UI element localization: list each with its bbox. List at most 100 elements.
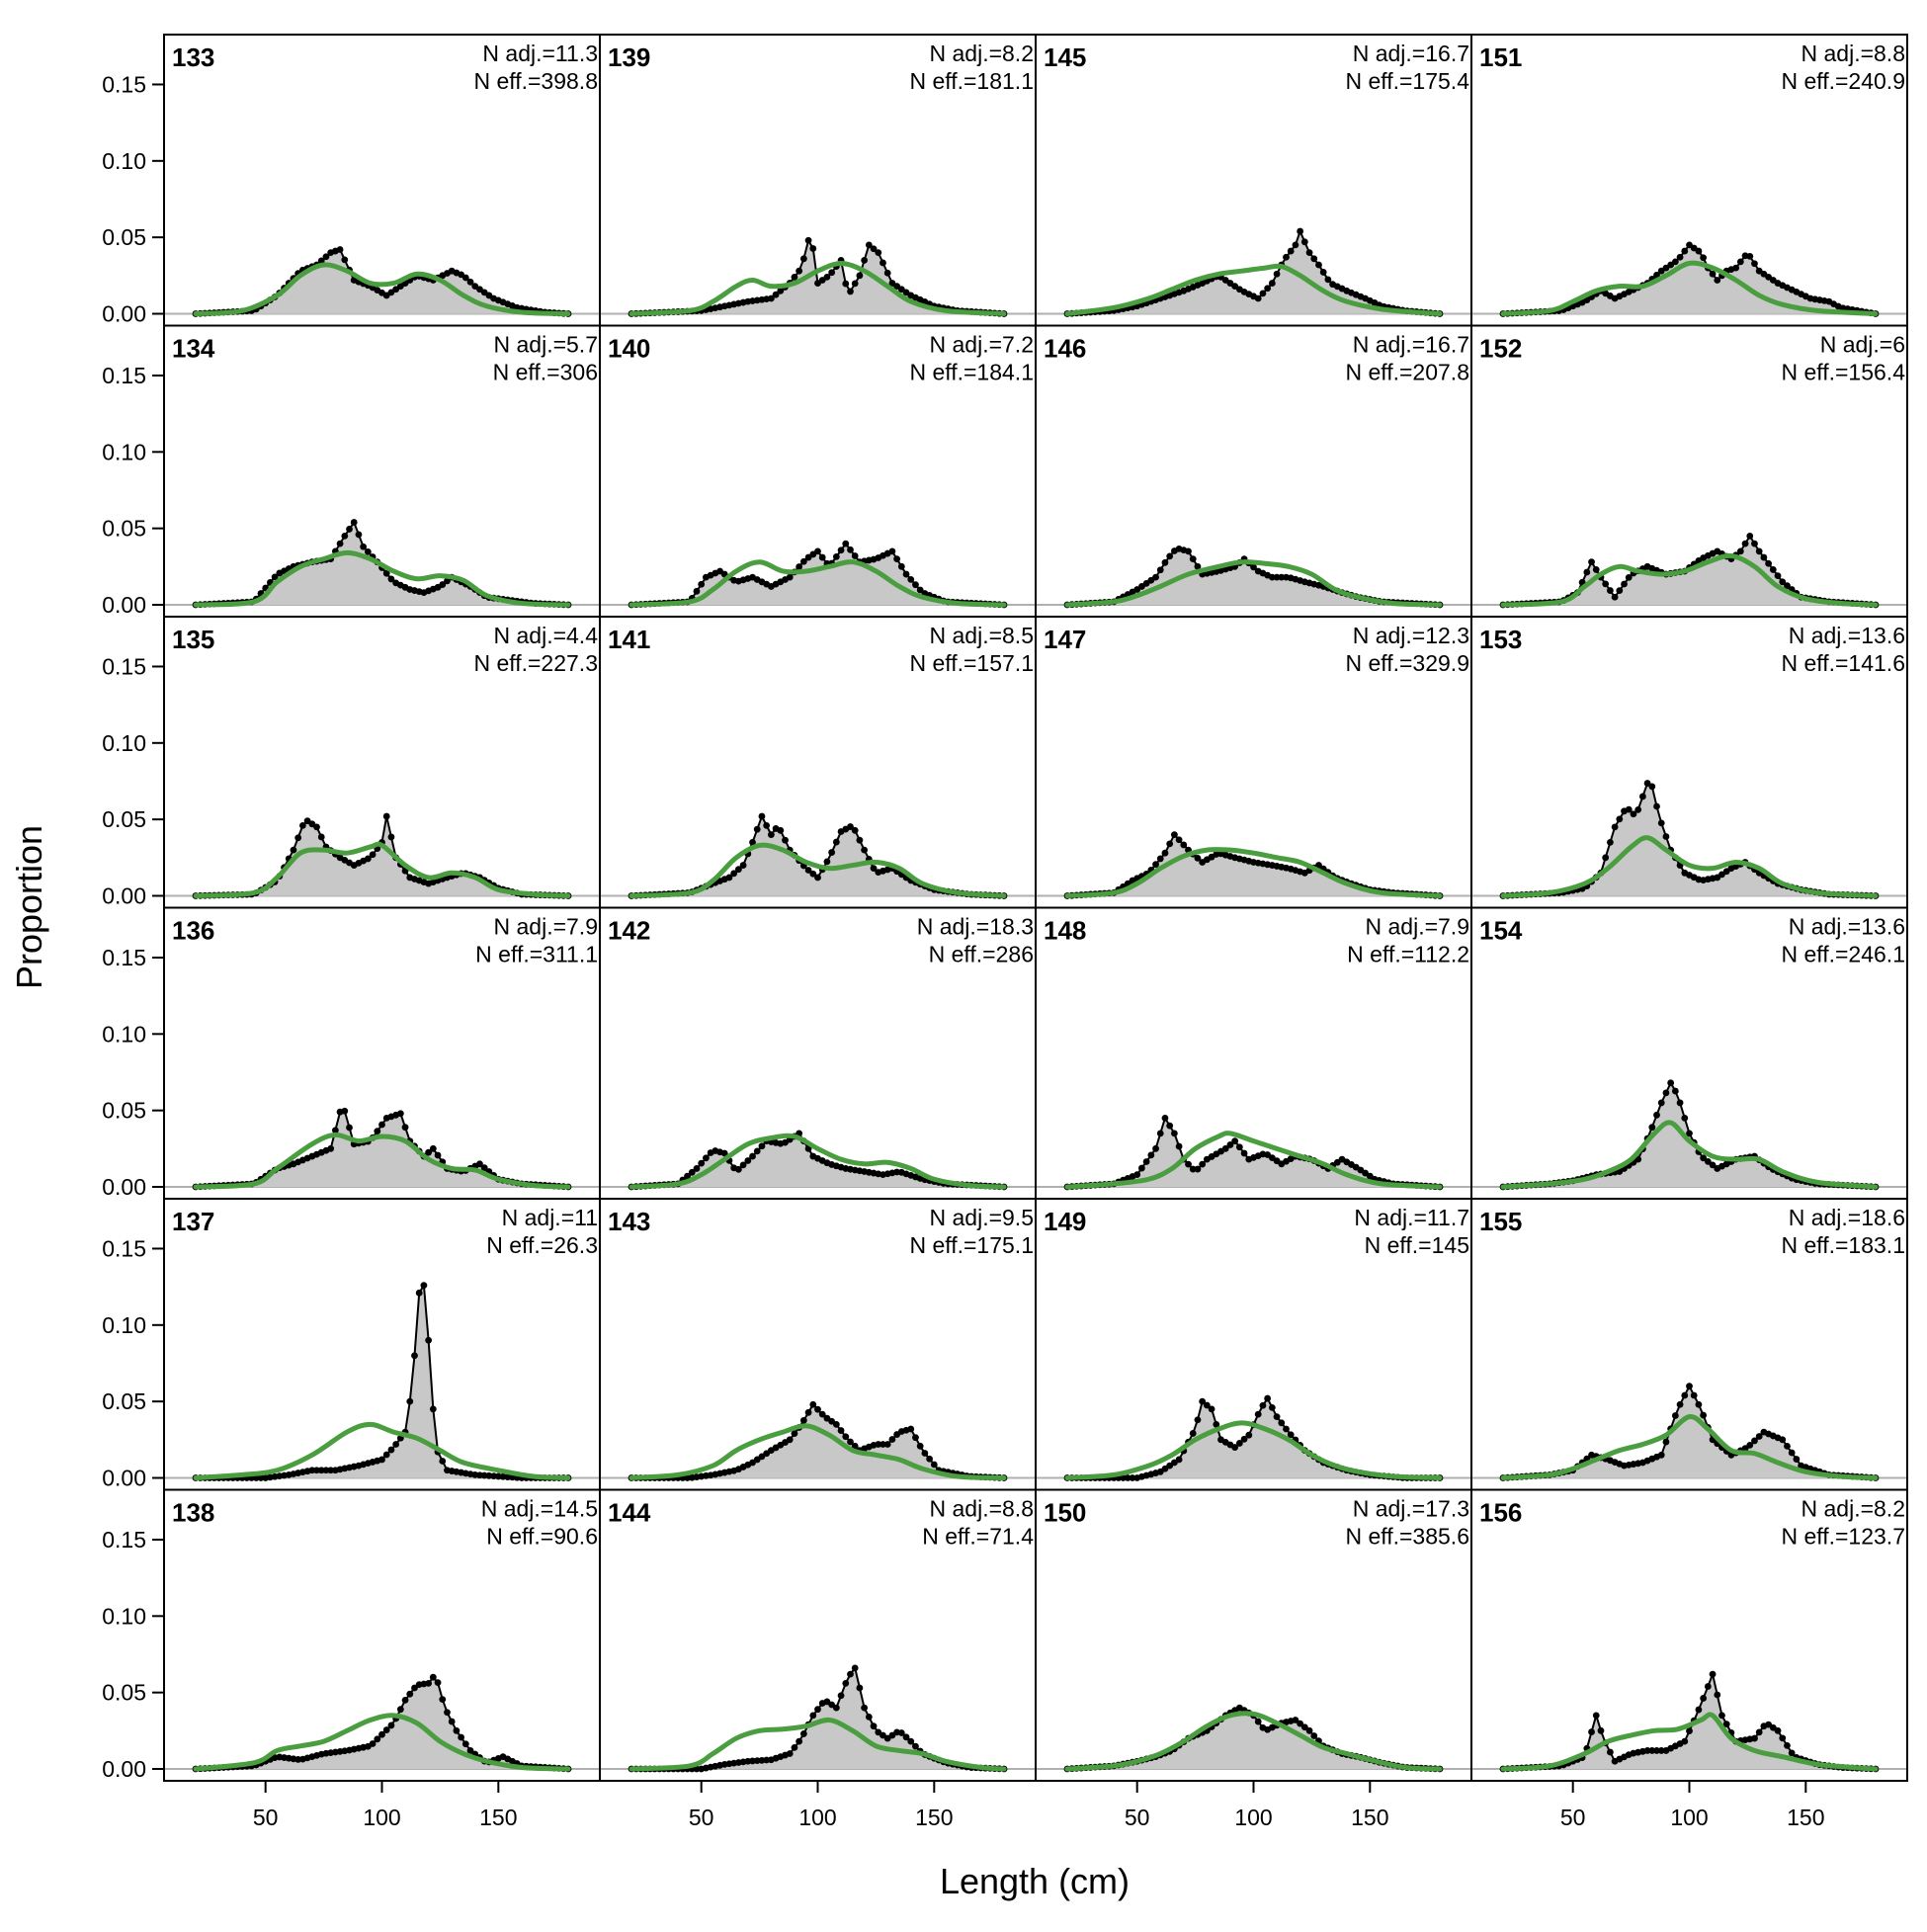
expected-line [1500, 552, 1879, 608]
observed-point [1175, 836, 1183, 844]
panel-143: 143 N adj.=9.5N eff.=175.1 [599, 1198, 1037, 1491]
observed-point [916, 586, 924, 594]
panel-id-label: 138 [172, 1498, 214, 1528]
observed-point [1657, 1747, 1665, 1754]
observed-point [782, 836, 789, 844]
panel-145: 145 N adj.=16.7N eff.=175.4 [1035, 34, 1472, 327]
observed-point [1231, 1444, 1239, 1451]
y-tick-label: 0.10 [102, 439, 146, 464]
n-adj-label: N adj.=11 [502, 1205, 598, 1230]
observed-point [1671, 1412, 1679, 1419]
n-adj-label: N adj.=8.2 [930, 41, 1035, 66]
observed-point [749, 1152, 756, 1160]
expected-line [1500, 1712, 1879, 1772]
observed-point [907, 575, 915, 583]
observed-point [842, 1433, 850, 1441]
expected-line [193, 1132, 571, 1190]
n-adj-label: N adj.=7.2 [930, 332, 1035, 358]
observed-point [1120, 1474, 1127, 1481]
x-tick-label: 50 [689, 1805, 714, 1830]
observed-point [1283, 1425, 1290, 1433]
panel-id-label: 145 [1044, 42, 1086, 72]
expected-line [1064, 847, 1443, 898]
observed-point [1746, 1441, 1754, 1449]
observed-point [1194, 854, 1202, 862]
observed-area [631, 1667, 1004, 1769]
observed-point [374, 1128, 381, 1135]
observed-point [791, 273, 798, 281]
panel-140: 140 N adj.=7.2N eff.=184.1 [599, 324, 1037, 618]
observed-point [1653, 271, 1660, 279]
observed-point [322, 1467, 330, 1474]
observed-point [837, 1692, 845, 1700]
observed-point [1254, 294, 1262, 302]
observed-point [851, 826, 859, 834]
observed-point [1152, 1144, 1159, 1152]
observed-point [1292, 1717, 1299, 1723]
observed-point [1630, 810, 1637, 818]
panel-153: 153 N adj.=13.6N eff.=141.6 [1470, 616, 1908, 909]
panel-id-label: 148 [1044, 916, 1086, 946]
observed-point [912, 1742, 919, 1750]
observed-point [861, 846, 869, 854]
observed-point [1616, 587, 1624, 595]
observed-point [1278, 1419, 1286, 1427]
observed-point [1704, 1157, 1712, 1165]
y-tick-label: 0.05 [102, 1680, 146, 1706]
observed-point [425, 1336, 433, 1344]
observed-point [1606, 1748, 1614, 1756]
observed-point [1657, 1451, 1665, 1459]
observed-point [1156, 1130, 1164, 1137]
observed-point [350, 519, 358, 526]
observed-point [744, 1157, 752, 1164]
observed-point [1324, 276, 1332, 284]
observed-point [378, 1456, 385, 1464]
observed-point [880, 259, 886, 267]
n-adj-label: N adj.=8.8 [1801, 41, 1906, 66]
observed-point [1268, 280, 1276, 287]
observed-point [1643, 1747, 1651, 1754]
observed-point [1250, 563, 1257, 571]
observed-point [786, 1436, 794, 1444]
observed-point [1714, 277, 1721, 284]
observed-point [1235, 1143, 1243, 1151]
observed-point [1671, 258, 1679, 266]
observed-point [861, 1704, 869, 1712]
panel-id-label: 151 [1479, 42, 1522, 72]
observed-point [1709, 1161, 1717, 1169]
observed-point [313, 1467, 320, 1474]
observed-point [434, 1679, 442, 1687]
observed-point [1170, 1130, 1178, 1137]
observed-point [1194, 1165, 1202, 1173]
observed-point [1240, 1435, 1248, 1443]
observed-point [796, 1737, 803, 1745]
observed-area [196, 1285, 568, 1478]
observed-point [1736, 547, 1744, 555]
observed-point [1185, 547, 1192, 555]
n-adj-label: N adj.=6 [1820, 332, 1905, 358]
observed-point [875, 249, 882, 257]
observed-point [753, 1147, 761, 1155]
observed-point [1784, 1443, 1791, 1450]
n-adj-label: N adj.=12.3 [1353, 623, 1469, 648]
observed-point [1319, 269, 1327, 276]
expected-line [1064, 263, 1443, 316]
observed-point [1273, 1413, 1281, 1421]
n-eff-label: N eff.=184.1 [909, 360, 1034, 385]
observed-point [1606, 838, 1614, 846]
observed-point [1760, 553, 1768, 561]
panel-id-label: 135 [172, 625, 214, 654]
observed-point [809, 245, 817, 252]
observed-point [912, 581, 919, 589]
expected-line [628, 260, 1007, 316]
observed-point [1662, 1089, 1670, 1097]
n-eff-label: N eff.=71.4 [922, 1524, 1034, 1550]
observed-point [1273, 270, 1281, 278]
expected-line [193, 262, 571, 316]
observed-point [313, 823, 320, 831]
observed-point [1264, 285, 1272, 293]
observed-point [1315, 862, 1322, 869]
y-tick-label: 0.10 [102, 1021, 146, 1047]
observed-point [336, 246, 344, 253]
n-adj-label: N adj.=7.9 [494, 914, 599, 940]
